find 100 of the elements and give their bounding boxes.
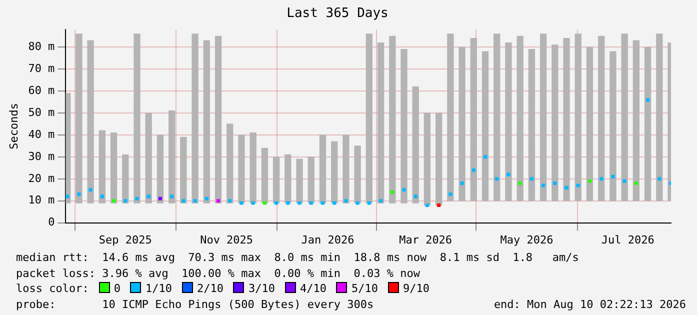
bar	[366, 34, 373, 204]
bar	[447, 34, 454, 202]
point	[483, 155, 488, 159]
bar	[516, 36, 524, 202]
point	[158, 196, 162, 200]
point	[495, 177, 499, 181]
point	[576, 184, 580, 188]
bar	[412, 86, 419, 204]
text: median rtt: 14.6 ms avg 70.3 ms max 8.0 ms min 18.8 ms now 8.1 ms sd 1.8 am/s	[16, 251, 579, 264]
bar	[98, 130, 106, 204]
point	[564, 186, 568, 190]
bar	[319, 134, 326, 204]
point	[344, 199, 348, 203]
bar	[505, 42, 512, 202]
point	[204, 196, 208, 200]
point	[182, 199, 186, 203]
point	[286, 201, 290, 205]
bar	[400, 49, 408, 204]
point	[228, 199, 232, 203]
bar	[644, 46, 652, 202]
bar	[122, 154, 129, 204]
point	[542, 184, 546, 188]
text: 9/10	[402, 282, 430, 295]
point	[611, 174, 615, 178]
point	[262, 201, 266, 205]
y-tick-label: 50 m	[28, 106, 56, 119]
text: loss color:	[16, 282, 89, 295]
bar	[180, 136, 187, 204]
bar	[632, 40, 640, 202]
y-tick-label: 30 m	[28, 150, 56, 163]
y-tick-label: 40 m	[28, 128, 56, 141]
bar	[76, 34, 82, 204]
bar	[656, 34, 663, 202]
point	[553, 182, 557, 186]
bar	[435, 112, 442, 206]
x-tick-label: Jul 2026	[601, 233, 654, 246]
x-tick-label: Sep 2025	[98, 233, 152, 246]
point	[460, 182, 464, 186]
bar	[145, 112, 152, 204]
bar	[342, 134, 350, 204]
point	[437, 203, 441, 208]
bar	[354, 146, 361, 204]
bar	[552, 44, 558, 202]
point	[240, 201, 244, 205]
point	[622, 179, 626, 183]
bar	[134, 34, 140, 204]
point	[530, 177, 534, 181]
point	[414, 194, 418, 198]
point	[320, 201, 325, 205]
point	[216, 199, 220, 203]
chart-title: Last 365 Days	[286, 6, 388, 22]
x-tick-label: Nov 2025	[200, 233, 254, 246]
bar	[494, 34, 500, 202]
point	[506, 172, 510, 176]
bar	[424, 112, 431, 206]
x-tick-label: Jan 2026	[301, 233, 354, 246]
point	[600, 177, 604, 181]
y-tick-label: 70 m	[28, 62, 56, 75]
bar	[156, 134, 164, 204]
bar	[261, 148, 268, 204]
point	[518, 182, 522, 186]
bar	[621, 34, 628, 202]
text: 1/10	[145, 282, 172, 295]
bar	[214, 36, 222, 204]
y-tick-label: 60 m	[28, 84, 56, 97]
bar	[482, 51, 489, 202]
text: end: Mon Aug 10 02:22:13 2026	[494, 296, 686, 312]
bar	[296, 158, 303, 204]
text: 0	[114, 282, 120, 295]
bar	[598, 36, 605, 202]
bar	[250, 132, 256, 204]
bar	[110, 132, 118, 204]
text: packet loss: 3.96 % avg 100.00 % max 0.00 % min 0.03 % now	[16, 266, 420, 280]
bar	[563, 38, 570, 202]
point	[425, 203, 429, 208]
point	[588, 179, 592, 183]
point	[402, 188, 406, 192]
point	[367, 201, 371, 205]
bar	[192, 34, 198, 204]
text: 5/10	[351, 282, 378, 295]
point	[170, 194, 174, 198]
point	[448, 192, 452, 196]
point	[146, 194, 150, 198]
bar	[87, 40, 94, 204]
bar	[586, 46, 594, 202]
y-axis-title: Seconds	[7, 103, 20, 150]
point	[646, 98, 650, 102]
point	[274, 201, 278, 205]
point	[472, 168, 476, 172]
y-tick-label: 10 m	[28, 194, 56, 207]
text: 4/10	[300, 282, 326, 295]
bar	[226, 124, 234, 204]
bar	[458, 46, 466, 202]
point	[356, 201, 360, 205]
text: 2/10	[196, 282, 224, 295]
bar	[168, 110, 176, 204]
bar	[272, 156, 280, 204]
text: 3/10	[248, 282, 275, 295]
bar	[470, 38, 477, 202]
point	[135, 196, 139, 200]
